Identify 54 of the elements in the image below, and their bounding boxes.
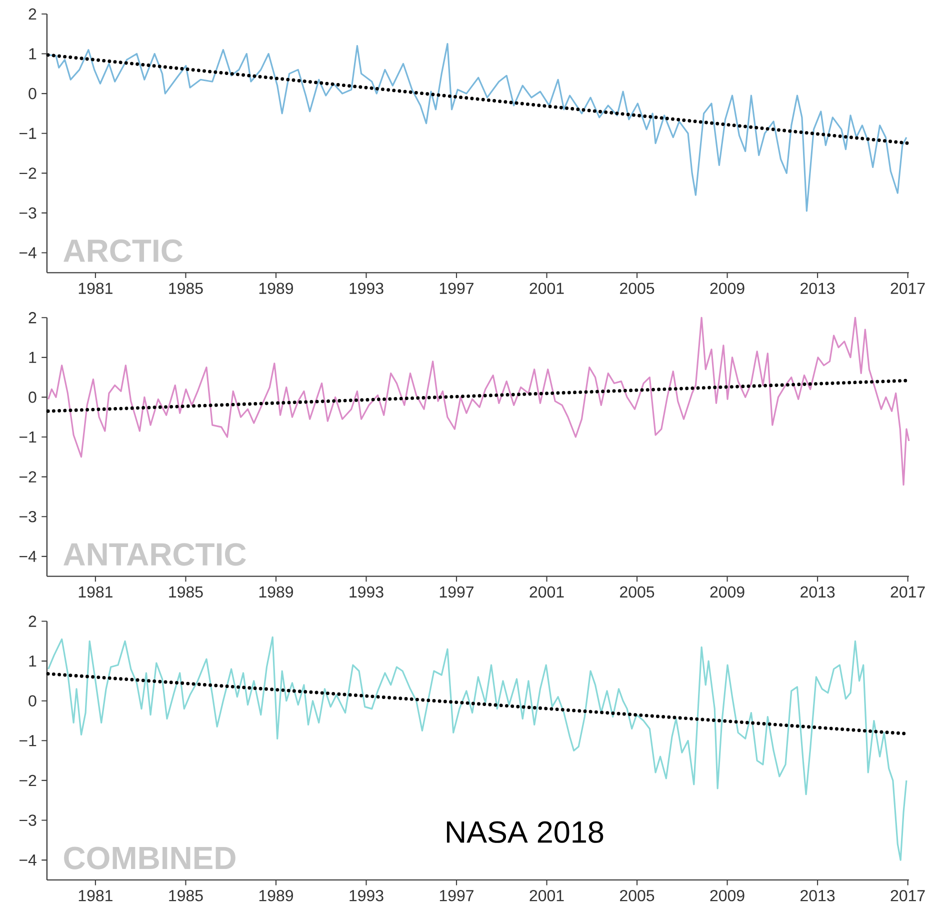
y-tick-label: 2	[28, 312, 36, 324]
x-tick-label: 2001	[530, 890, 564, 902]
y-tick-label: 0	[28, 695, 36, 707]
x-tick-label: 2013	[800, 890, 835, 902]
y-tick-label: −1	[19, 735, 36, 746]
y-tick-label: −2	[19, 168, 36, 179]
x-tick-label: 1997	[440, 282, 474, 294]
x-tick-label: 1981	[78, 586, 112, 598]
y-tick-label: 2	[28, 616, 36, 627]
x-tick-label: 1989	[259, 282, 293, 294]
y-tick-label: −4	[19, 551, 36, 562]
x-tick-label: 2005	[620, 890, 654, 902]
y-tick-label: 2	[28, 8, 36, 20]
x-tick-label: 1989	[259, 586, 293, 598]
y-tick-label: −1	[19, 128, 36, 139]
line-series	[47, 316, 910, 486]
y-tick-label: 1	[29, 48, 36, 60]
y-tick-label: 1	[29, 656, 36, 667]
x-tick-label: 2009	[710, 282, 744, 294]
annotation: NASA 2018	[446, 821, 604, 844]
y-tick-label: 0	[28, 392, 36, 403]
x-tick-label: 1997	[440, 890, 474, 902]
x-tick-label: 2009	[710, 586, 744, 598]
x-tick-label: 1985	[169, 586, 203, 598]
x-tick-label: 1985	[169, 890, 203, 902]
x-tick-label: 2005	[620, 282, 654, 294]
y-tick-label: −3	[19, 207, 36, 219]
x-tick-label: 1993	[350, 586, 384, 598]
y-tick-label: 0	[28, 88, 36, 100]
x-tick-label: 1985	[169, 282, 203, 294]
y-tick-label: −3	[19, 511, 36, 522]
x-tick-label: 2001	[530, 586, 564, 598]
x-tick-label: 2017	[890, 890, 925, 902]
x-tick-label: 2017	[890, 282, 925, 294]
x-tick-label: 2013	[800, 586, 835, 598]
y-tick-label: −4	[19, 854, 36, 866]
x-tick-label: 2001	[530, 282, 564, 294]
x-tick-label: 1993	[350, 890, 384, 902]
x-tick-label: 1981	[78, 890, 112, 902]
x-tick-label: 2013	[800, 282, 835, 294]
y-tick-label: −2	[19, 471, 36, 483]
x-tick-label: 1989	[259, 890, 293, 902]
x-tick-label: 2005	[620, 586, 654, 598]
y-tick-label: −3	[19, 814, 36, 826]
x-tick-label: 2009	[710, 890, 744, 902]
y-tick-label: −2	[19, 775, 36, 786]
x-tick-label: 1997	[440, 586, 474, 598]
y-tick-label: 1	[29, 352, 36, 364]
x-tick-label: 2017	[890, 586, 925, 598]
y-tick-label: −1	[19, 432, 36, 443]
y-tick-label: −4	[19, 247, 36, 258]
line-series	[47, 43, 908, 212]
x-tick-label: 1993	[350, 282, 384, 294]
x-tick-label: 1981	[78, 282, 112, 294]
